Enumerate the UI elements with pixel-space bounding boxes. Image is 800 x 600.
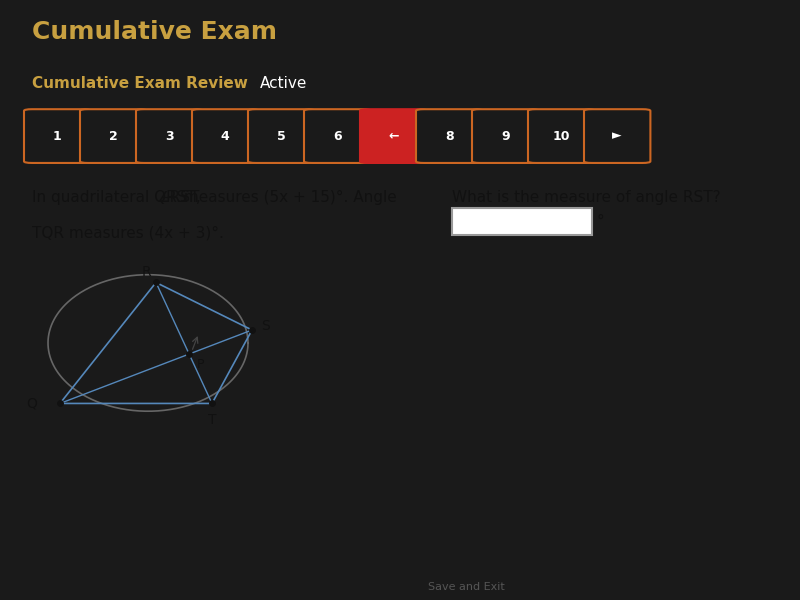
Text: S: S [262, 319, 270, 332]
FancyBboxPatch shape [452, 208, 592, 235]
FancyBboxPatch shape [248, 109, 314, 163]
FancyBboxPatch shape [584, 109, 650, 163]
Text: measures (5x + 15)°. Angle: measures (5x + 15)°. Angle [179, 190, 397, 205]
FancyBboxPatch shape [360, 109, 426, 163]
FancyBboxPatch shape [80, 109, 146, 163]
FancyBboxPatch shape [472, 109, 538, 163]
Text: Q: Q [26, 397, 38, 410]
Text: P: P [197, 358, 205, 371]
FancyBboxPatch shape [192, 109, 258, 163]
Text: 6: 6 [333, 130, 342, 143]
Text: Save and Exit: Save and Exit [428, 582, 505, 592]
Text: °: ° [596, 214, 604, 229]
Text: Cumulative Exam: Cumulative Exam [32, 20, 277, 44]
Text: 10: 10 [553, 130, 570, 143]
Text: 4: 4 [221, 130, 230, 143]
Text: 2: 2 [109, 130, 118, 143]
FancyBboxPatch shape [304, 109, 370, 163]
Text: Cumulative Exam Review: Cumulative Exam Review [32, 76, 248, 91]
FancyBboxPatch shape [136, 109, 202, 163]
Text: In quadrilateral QRST,: In quadrilateral QRST, [32, 190, 206, 205]
Text: What is the measure of angle RST?: What is the measure of angle RST? [452, 190, 721, 205]
Text: R: R [142, 265, 151, 278]
FancyBboxPatch shape [416, 109, 482, 163]
FancyBboxPatch shape [24, 109, 90, 163]
Text: Active: Active [260, 76, 307, 91]
Text: 1: 1 [53, 130, 62, 143]
FancyBboxPatch shape [528, 109, 594, 163]
Text: 9: 9 [501, 130, 510, 143]
Text: T: T [208, 413, 217, 427]
Text: ←: ← [388, 130, 398, 143]
Text: 5: 5 [277, 130, 286, 143]
Text: ►: ► [612, 130, 622, 143]
Text: 3: 3 [165, 130, 174, 143]
Text: ∠RST: ∠RST [157, 190, 201, 205]
Text: TQR measures (4x + 3)°.: TQR measures (4x + 3)°. [32, 225, 224, 240]
Text: 8: 8 [445, 130, 454, 143]
